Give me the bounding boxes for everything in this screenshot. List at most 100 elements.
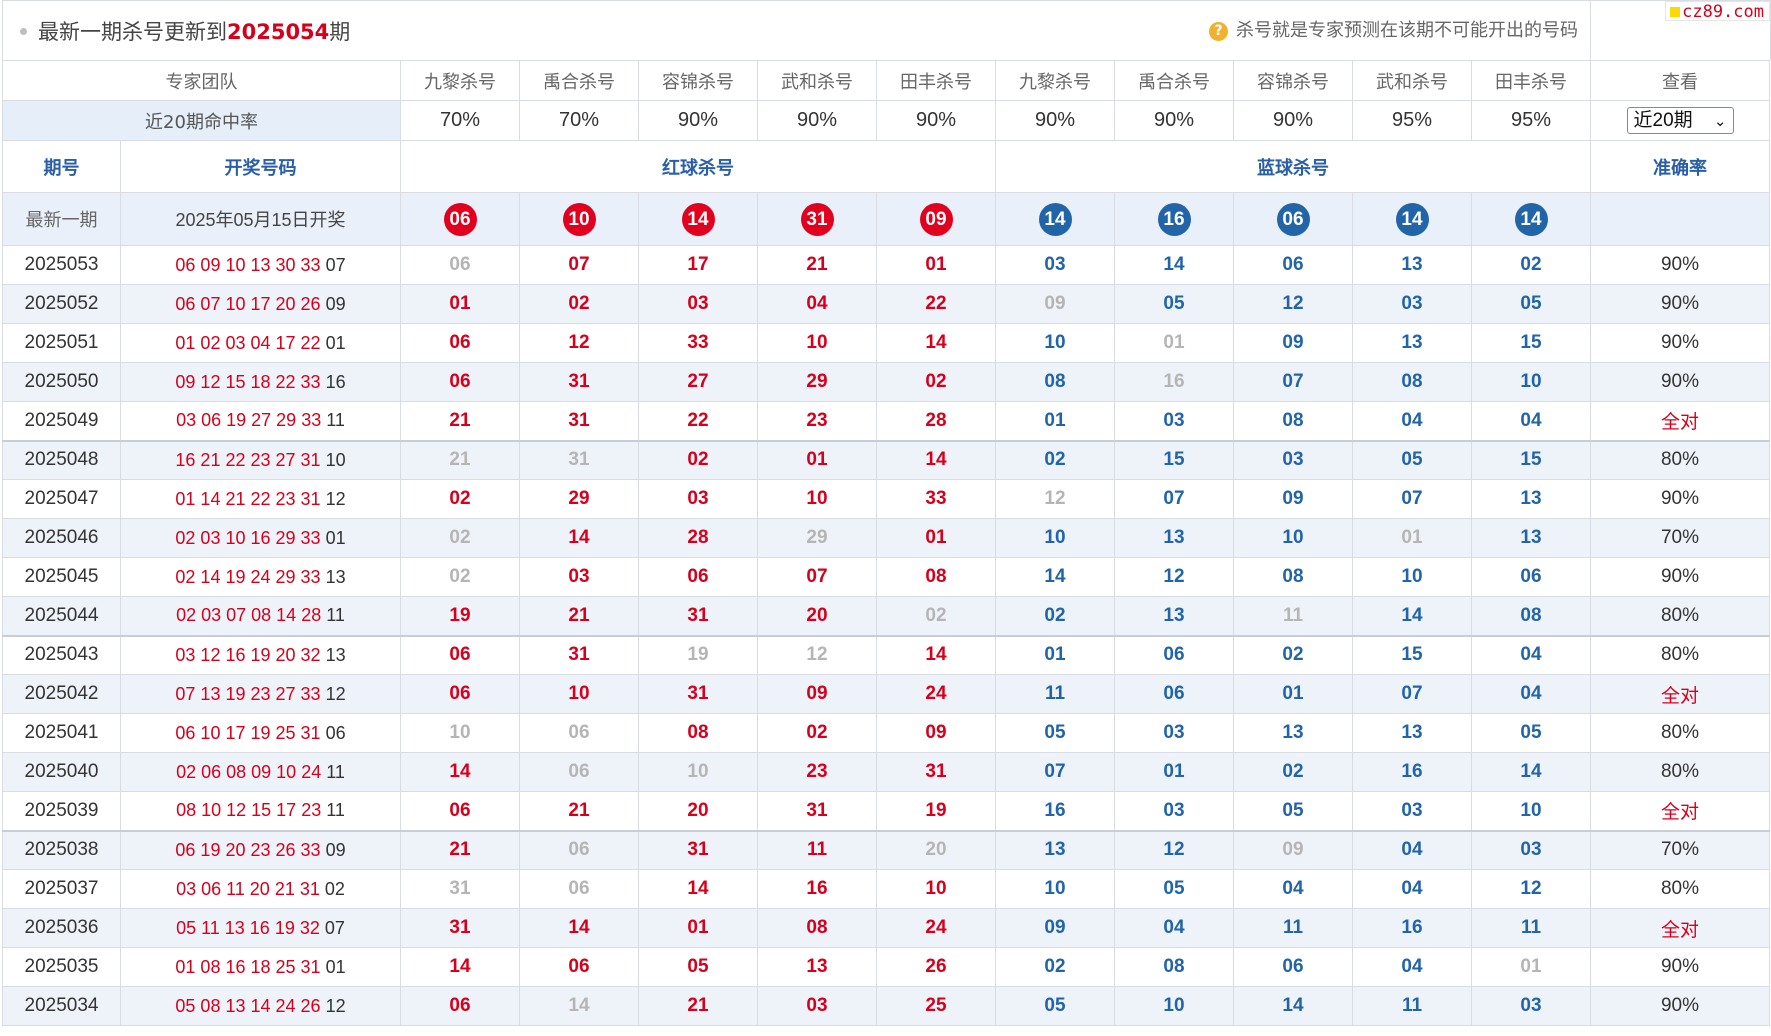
red-kill-cell: 03 <box>638 284 758 324</box>
blue-kill-cell: 07 <box>1233 362 1353 402</box>
red-kill-cell: 08 <box>757 908 877 948</box>
red-kill-cell: 07 <box>757 557 877 597</box>
red-kill-cell: 02 <box>876 596 996 637</box>
blue-kill-cell: 12 <box>1471 869 1591 909</box>
red-kill-cell: 01 <box>400 284 520 324</box>
period-cell: 2025041 <box>2 713 121 753</box>
blue-kill-cell: 10 <box>1352 557 1472 597</box>
red-kill-cell: 06 <box>519 752 639 792</box>
blue-kill-cell: 05 <box>1352 440 1472 480</box>
blue-kill-cell: 04 <box>1471 401 1591 442</box>
latest-blue-kill-cell: 14 <box>1471 192 1591 246</box>
red-ball: 09 <box>919 202 953 236</box>
blue-kill-cell: 03 <box>1471 986 1591 1026</box>
red-kill-cell: 19 <box>876 791 996 832</box>
red-kill-cell: 29 <box>757 518 877 558</box>
red-kill-cell: 31 <box>638 674 758 714</box>
blue-kill-cell: 02 <box>1233 752 1353 792</box>
red-kill-cell: 20 <box>638 791 758 832</box>
blue-kill-cell: 01 <box>1233 674 1353 714</box>
red-kill-cell: 14 <box>876 323 996 363</box>
red-kill-cell: 31 <box>519 401 639 442</box>
blue-kill-cell: 15 <box>1471 323 1591 363</box>
blue-draw-number: 07 <box>325 254 346 275</box>
accuracy-cell: 80% <box>1590 713 1770 753</box>
period-select[interactable]: 近20期 ⌄ <box>1626 107 1734 134</box>
draw-numbers-cell: 09 12 15 18 22 33 16 <box>120 362 401 402</box>
period-select-cell: 近20期 ⌄ <box>1590 100 1770 141</box>
blue-kill-cell: 14 <box>1352 596 1472 637</box>
blue-draw-number: 13 <box>325 566 346 587</box>
history-row: 2025051 01 02 03 04 17 22 01 06 12 33 10 14 10 0… <box>2 323 1770 363</box>
blue-kill-cell: 01 <box>1114 323 1234 363</box>
question-circle-icon[interactable]: ? <box>1209 22 1228 41</box>
blue-kill-cell: 02 <box>995 947 1115 987</box>
blue-kill-cell: 04 <box>1352 830 1472 870</box>
red-draw-numbers: 02 14 19 24 29 33 <box>175 566 321 587</box>
red-kill-cell: 01 <box>757 440 877 480</box>
red-kill-cell: 21 <box>519 596 639 637</box>
history-row: 2025039 08 10 12 15 17 23 11 06 21 20 31 19 16 0… <box>2 791 1770 832</box>
blue-ball: 06 <box>1276 202 1310 236</box>
period-cell: 2025047 <box>2 479 121 519</box>
blue-kill-cell: 03 <box>1471 830 1591 870</box>
section-header-row: 期号 开奖号码 红球杀号 蓝球杀号 准确率 <box>2 140 1770 193</box>
expert-name: 容锦杀号 <box>638 60 758 101</box>
blue-kill-cell: 05 <box>1233 791 1353 832</box>
accuracy-cell: 80% <box>1590 635 1770 675</box>
blue-draw-number: 07 <box>324 917 345 938</box>
red-draw-numbers: 01 08 16 18 25 31 <box>175 956 321 977</box>
blue-kill-cell: 03 <box>1114 791 1234 832</box>
blue-ball: 16 <box>1157 202 1191 236</box>
blue-kill-cell: 01 <box>1471 947 1591 987</box>
blue-draw-number: 06 <box>325 722 346 743</box>
blue-kill-cell: 11 <box>1233 596 1353 637</box>
red-kill-cell: 22 <box>876 284 996 324</box>
blue-kill-cell: 01 <box>1114 752 1234 792</box>
blue-kill-cell: 11 <box>1471 908 1591 948</box>
blue-draw-number: 12 <box>325 683 346 704</box>
red-kill-cell: 06 <box>519 869 639 909</box>
site-logo[interactable]: cz89.com <box>1665 1 1770 22</box>
red-kill-cell: 10 <box>757 479 877 519</box>
expert-name: 武和杀号 <box>1352 60 1472 101</box>
blue-kill-cell: 06 <box>1471 557 1591 597</box>
latest-red-kill-cell: 06 <box>400 192 520 246</box>
red-kill-cell: 07 <box>519 245 639 285</box>
blue-kill-cell: 15 <box>1352 635 1472 675</box>
red-draw-numbers: 05 11 13 16 19 32 <box>176 917 320 938</box>
history-row: 2025049 03 06 19 27 29 33 11 21 31 22 23 28 01 0… <box>2 401 1770 442</box>
update-bar: 最新一期杀号更新到2025054期 ? 杀号就是专家预测在该期不可能开出的号码 <box>2 0 1591 60</box>
red-kill-cell: 12 <box>757 635 877 675</box>
expert-name: 九黎杀号 <box>995 60 1115 101</box>
blue-draw-number: 11 <box>326 800 345 821</box>
red-draw-numbers: 02 06 08 09 10 24 <box>176 761 322 782</box>
blue-kill-cell: 13 <box>1114 518 1234 558</box>
red-kill-cell: 19 <box>400 596 520 637</box>
expert-hit-rate: 90% <box>638 100 758 141</box>
period-cell: 2025044 <box>2 596 121 637</box>
draw-numbers-cell: 03 06 19 27 29 33 11 <box>120 401 401 442</box>
red-kill-cell: 31 <box>519 440 639 480</box>
kill-number-table: 专家团队 九黎杀号 禹合杀号 容锦杀号 武和杀号 田丰杀号 九黎杀号 禹合杀号 容锦杀号 武和杀… <box>2 60 1770 1026</box>
blue-ball: 14 <box>1514 202 1548 236</box>
blue-kill-cell: 09 <box>1233 479 1353 519</box>
blue-draw-number: 09 <box>325 839 346 860</box>
red-draw-numbers: 16 21 22 23 27 31 <box>175 449 321 470</box>
hit-rate-label: 近20期命中率 <box>2 100 401 141</box>
expert-hit-rate: 95% <box>1471 100 1591 141</box>
draw-numbers-cell: 06 19 20 23 26 33 09 <box>120 830 401 870</box>
red-kill-cell: 04 <box>757 284 877 324</box>
latest-red-kill-cell: 14 <box>638 192 758 246</box>
red-kill-cell: 06 <box>400 635 520 675</box>
red-kill-cell: 31 <box>400 869 520 909</box>
blue-draw-number: 11 <box>326 605 345 626</box>
red-kill-cell: 26 <box>876 947 996 987</box>
blue-kill-cell: 01 <box>995 401 1115 442</box>
red-draw-numbers: 06 10 17 19 25 31 <box>175 722 321 743</box>
update-period: 2025054 <box>227 20 330 44</box>
period-select-value: 近20期 <box>1633 110 1693 131</box>
red-kill-cell: 21 <box>638 986 758 1026</box>
blue-kill-cell: 05 <box>1114 869 1234 909</box>
red-draw-numbers: 09 12 15 18 22 33 <box>175 371 321 392</box>
